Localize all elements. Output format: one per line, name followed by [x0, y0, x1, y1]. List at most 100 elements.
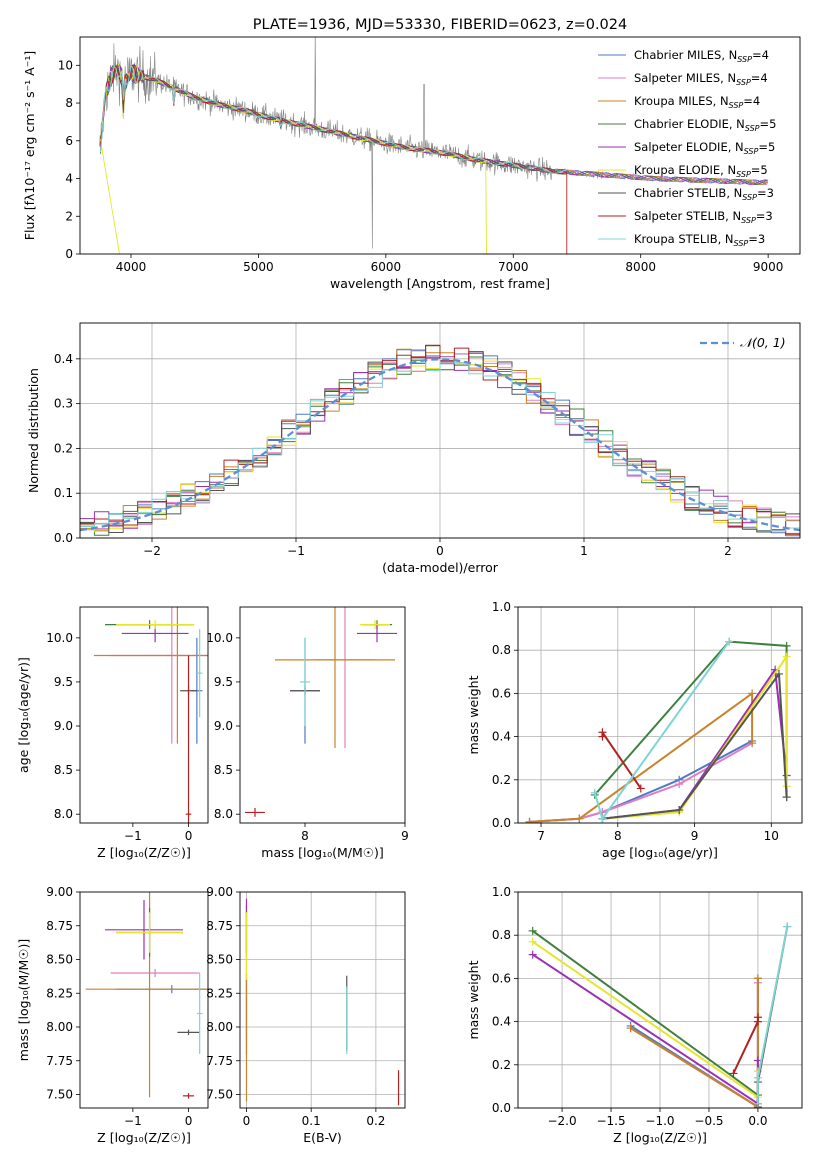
error-bar-point	[360, 620, 390, 630]
y-tick-label: 9.0	[54, 719, 73, 733]
panels-layer: 4000 5000 6000 7000 8000 90000246810wavelengt…	[16, 17, 803, 1145]
error-bar-point	[116, 912, 183, 953]
legend-label: 𝒩(0, 1)	[740, 335, 786, 350]
y-tick-label: 8.50	[206, 953, 233, 967]
y-tick-label: 8.00	[46, 1020, 73, 1034]
panel-4: 7 8 9 10 0.0 0.2 0.4 0.6 0.8 1.0 age [log₁₀(age/yr…	[466, 600, 803, 860]
axes-frame	[79, 891, 209, 1109]
chart-title: PLATE=1936, MJD=53330, FIBERID=0623, z=0…	[253, 17, 627, 33]
legend-label: Kroupa ELODIE, NSSP=5	[634, 163, 768, 179]
x-tick-label: 0	[243, 1114, 251, 1128]
y-axis-label: Normed distribution	[26, 368, 41, 493]
y-tick-label: 8.0	[54, 807, 73, 821]
y-tick-label: 10	[58, 58, 73, 72]
y-tick-label: 0.4	[54, 352, 73, 366]
panel-5: −1 0 7.50 7.75 8.00 8.25 8.50 8.75 9.00 Z [log₁₀(…	[16, 885, 209, 1145]
plot-area	[98, 37, 769, 254]
x-tick-label: 8	[614, 829, 622, 843]
mass-weight-marker	[675, 780, 684, 789]
axes-frame	[79, 36, 801, 255]
model-spectrum-line	[99, 65, 768, 185]
error-bar-point	[300, 637, 310, 727]
mass-weight-marker	[782, 793, 791, 802]
y-axis-label: mass weight	[466, 960, 481, 1039]
y-tick-label: 10.0	[46, 631, 73, 645]
x-tick-label: 0	[436, 544, 444, 558]
x-axis-label: Z [log₁₀(Z/Z☉)]	[613, 1130, 707, 1145]
mass-weight-marker	[729, 1069, 738, 1078]
error-bar-point	[196, 629, 203, 718]
y-tick-label: 8.5	[54, 763, 73, 777]
x-tick-label: −1	[124, 829, 142, 843]
y-tick-label: 10.0	[206, 631, 233, 645]
y-tick-label: 0.0	[492, 1101, 511, 1115]
y-tick-label: 0.6	[492, 971, 511, 985]
panel-1: −2 −1 0 1 2 0.0 0.1 0.2 0.3 0.4 (data-model)/error…	[26, 322, 801, 575]
x-tick-label: 0.2	[366, 1114, 385, 1128]
y-tick-label: 1.0	[492, 600, 511, 614]
x-tick-label: −2.0	[547, 1114, 576, 1128]
y-tick-label: 0.0	[492, 816, 511, 830]
y-tick-label: 0.4	[492, 1015, 511, 1029]
axes-frame	[517, 891, 803, 1109]
x-tick-label: 9	[691, 829, 699, 843]
mass-weight-marker	[753, 1073, 762, 1082]
y-axis-label: mass weight	[466, 675, 481, 754]
x-axis-label: wavelength [Angstrom, rest frame]	[330, 276, 550, 291]
mass-weight-marker	[753, 1013, 762, 1022]
plot-area	[245, 607, 397, 817]
x-tick-label: 4000	[116, 260, 147, 274]
x-axis-label: mass [log₁₀(M/M☉)]	[261, 845, 383, 860]
mass-weight-marker	[725, 637, 734, 646]
error-bar-point	[182, 1093, 195, 1099]
x-tick-label: 7	[537, 829, 545, 843]
y-tick-label: 8.0	[214, 807, 233, 821]
y-tick-label: 6	[65, 134, 73, 148]
legend-label: Salpeter MILES, NSSP=4	[634, 71, 768, 87]
x-tick-label: 1	[580, 544, 588, 558]
y-tick-label: 1.0	[492, 885, 511, 899]
legend-label: Chabrier MILES, NSSP=4	[634, 48, 769, 64]
axes-frame	[79, 606, 209, 824]
y-tick-label: 0.0	[54, 531, 73, 545]
y-tick-label: 0.2	[492, 773, 511, 787]
mass-weight-marker	[748, 739, 757, 748]
mass-weight-line	[602, 673, 788, 820]
x-tick-label: 10	[764, 829, 779, 843]
plot-area	[93, 607, 208, 823]
error-bar-point	[105, 900, 183, 960]
mass-weight-marker	[626, 1024, 635, 1033]
y-axis-label: Flux [fλ10⁻¹⁷ erg cm⁻² s⁻¹ A⁻¹]	[22, 51, 37, 240]
model-spectrum-line	[99, 64, 567, 175]
x-tick-label: 9	[401, 829, 409, 843]
legend-label: Salpeter ELODIE, NSSP=5	[634, 140, 775, 156]
mass-weight-line	[529, 692, 754, 823]
y-tick-label: 8.75	[206, 919, 233, 933]
x-axis-label: (data-model)/error	[382, 560, 499, 575]
y-tick-label: 0.8	[492, 928, 511, 942]
x-axis-label: Z [log₁₀(Z/Z☉)]	[97, 845, 191, 860]
x-tick-label: −0.5	[694, 1114, 723, 1128]
y-axis-label: age [log₁₀(age/yr)]	[16, 657, 31, 773]
x-tick-label: −2	[143, 544, 161, 558]
residual-histogram-step	[80, 344, 800, 535]
mass-weight-marker	[525, 817, 534, 823]
mass-weight-marker	[636, 784, 645, 793]
mass-weight-marker	[528, 937, 537, 946]
mass-weight-marker	[528, 950, 537, 959]
mass-weight-marker	[782, 641, 791, 650]
mass-weight-line	[602, 655, 788, 820]
error-bar-point	[185, 655, 192, 823]
legend-label: Chabrier ELODIE, NSSP=5	[634, 117, 776, 133]
axes-frame	[79, 322, 801, 539]
mass-weight-marker	[590, 788, 599, 797]
panel-2: −1 0 8.0 8.5 9.0 9.5 10.0 Z [log₁₀(Z/Z☉)] age [l…	[16, 606, 209, 860]
y-tick-label: 0.2	[54, 441, 73, 455]
mass-weight-marker	[598, 728, 607, 737]
y-axis-label: mass [log₁₀(M/M☉)]	[16, 939, 31, 1061]
error-bar-point	[196, 973, 203, 1054]
x-axis-label: E(B-V)	[303, 1130, 342, 1145]
y-tick-label: 9.0	[214, 719, 233, 733]
y-tick-label: 0.1	[54, 486, 73, 500]
error-bar-point	[177, 1029, 200, 1036]
